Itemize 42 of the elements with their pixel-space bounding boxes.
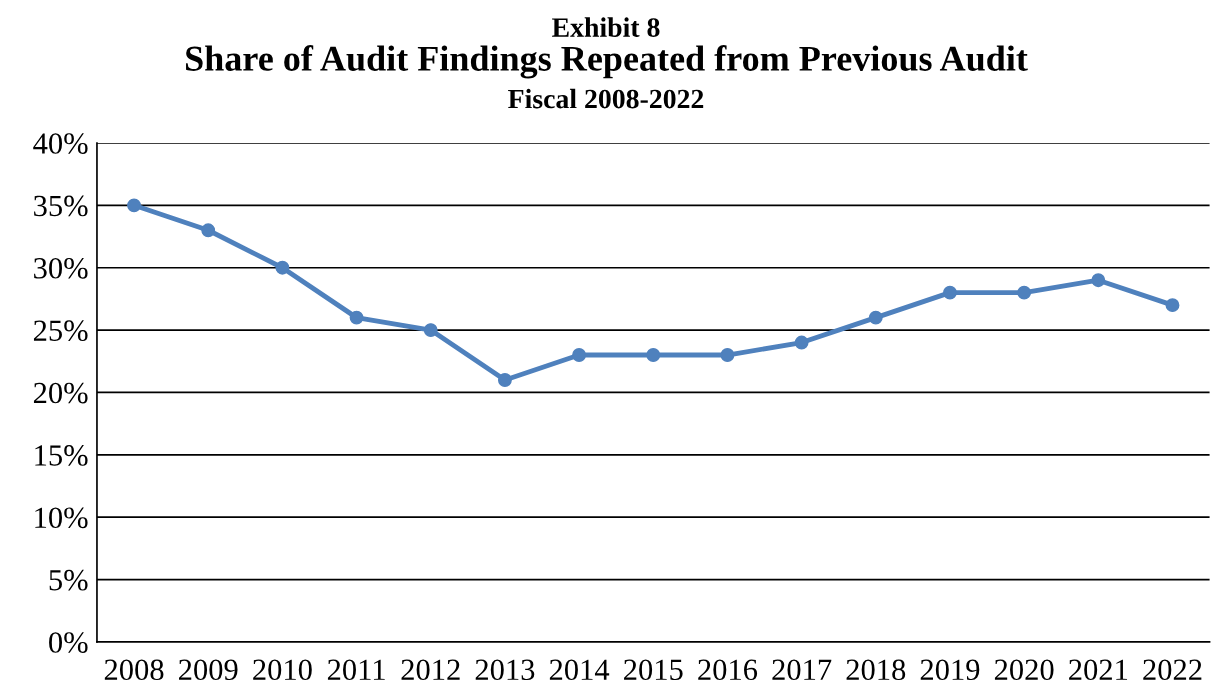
x-tick-label: 2016 [698,659,758,681]
point [497,373,512,387]
x-tick-label: 2018 [846,659,906,681]
x-tick-label: 2019 [920,659,980,681]
point [720,348,735,362]
x-tick-label: 2021 [1069,659,1128,681]
chart-title: Share of Audit Findings Repeated from Previous Audit [186,45,1028,79]
point [868,310,883,325]
x-tick-label: 2014 [549,659,610,681]
point [201,223,216,238]
y-tick-label: 5% [49,569,88,591]
x-tick-label: 2011 [327,659,385,681]
text: Exhibit 8 [552,17,660,37]
point [275,260,290,275]
chart-subtitle: Fiscal 2008-2022 [508,88,704,109]
y-tick-label: 20% [33,382,88,404]
x-tick-label: 2022 [1143,659,1202,681]
point [943,285,957,300]
point [572,348,587,362]
y-tick-label: 0% [49,632,88,653]
y-tick-label: 30% [34,257,88,279]
point [1165,298,1180,313]
point [423,323,438,338]
x-tick-label: 2009 [179,659,238,681]
y-tick-label: 15% [35,445,88,466]
point [1017,285,1032,300]
point [127,198,141,213]
y-tick-label: 25% [33,320,88,342]
x-tick-label: 2008 [104,659,164,681]
y-tick-label: 10% [35,507,88,529]
x-tick-label: 2020 [994,659,1054,681]
point [1091,273,1106,288]
y-tick-label: 35% [34,195,88,217]
x-tick-label: 2017 [772,659,832,681]
x-tick-label: 2015 [624,659,683,681]
x-tick-label: 2010 [253,659,312,681]
point [794,335,809,350]
point [646,348,661,362]
x-tick-label: 2013 [475,659,535,681]
x-tick-label: 2012 [401,659,460,681]
y-tick-label: 40% [33,133,88,154]
point [349,310,364,325]
